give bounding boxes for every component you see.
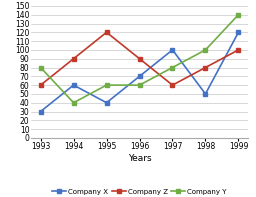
Company X [171, 49, 174, 51]
Legend: Company X, Company Z, Company Y: Company X, Company Z, Company Y [49, 186, 230, 197]
X-axis label: Years: Years [128, 154, 151, 163]
Company Z [237, 49, 240, 51]
Company Z [138, 58, 141, 60]
Company Z [171, 84, 174, 86]
Company Y [39, 66, 42, 69]
Line: Company Y: Company Y [38, 13, 241, 105]
Company X [204, 93, 207, 95]
Company Z [39, 84, 42, 86]
Company X [237, 31, 240, 33]
Company Y [138, 84, 141, 86]
Company Y [237, 14, 240, 16]
Line: Company Z: Company Z [38, 30, 241, 87]
Company Y [171, 66, 174, 69]
Company Y [72, 101, 75, 104]
Company X [72, 84, 75, 86]
Line: Company X: Company X [38, 30, 241, 114]
Company Z [204, 66, 207, 69]
Company X [138, 75, 141, 77]
Company Z [105, 31, 108, 33]
Company Z [72, 58, 75, 60]
Company Y [105, 84, 108, 86]
Company Y [204, 49, 207, 51]
Company X [39, 110, 42, 113]
Company X [105, 101, 108, 104]
